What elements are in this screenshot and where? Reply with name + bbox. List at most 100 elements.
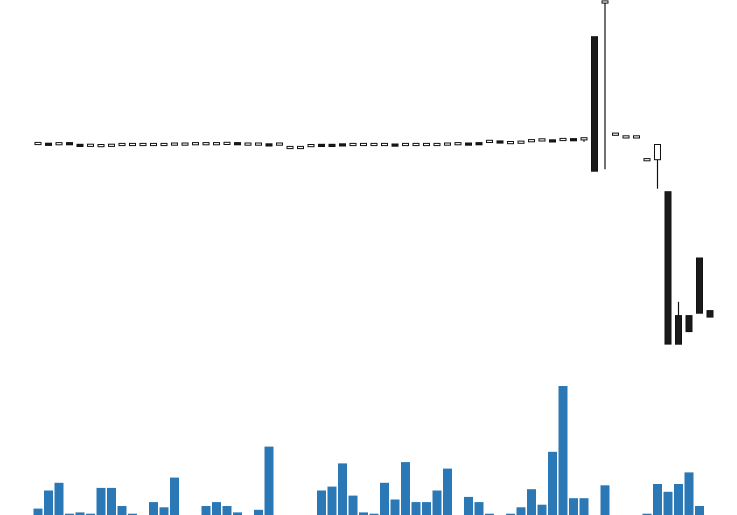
candle-body-up <box>370 142 378 147</box>
candle-body-down <box>66 142 73 146</box>
candle <box>171 142 178 146</box>
candle-body-up <box>160 142 168 147</box>
volume-bar <box>695 506 704 515</box>
candle-body-up <box>517 140 525 144</box>
candle <box>706 310 714 318</box>
candle <box>108 143 115 147</box>
candle-body-up <box>34 141 42 146</box>
volume-bar <box>432 490 442 515</box>
candle <box>475 142 483 146</box>
candle <box>150 142 157 147</box>
volume-bar <box>159 507 169 515</box>
candle <box>223 141 231 146</box>
candle-body-down <box>234 142 241 146</box>
candle <box>265 143 273 147</box>
candle <box>412 142 420 147</box>
candle-body-down <box>496 140 504 144</box>
candle-body-up <box>444 142 451 146</box>
volume-bar <box>506 513 515 515</box>
volume-bar <box>527 489 536 515</box>
candle <box>675 301 682 345</box>
candle-body-down <box>675 315 682 345</box>
volume-bar <box>233 512 242 515</box>
candle-body-up <box>213 142 220 146</box>
volume-bar <box>54 482 64 515</box>
candle <box>444 142 451 146</box>
candle-body-up <box>97 144 105 148</box>
candle-body-up <box>381 142 388 147</box>
candle-body-up <box>507 141 514 145</box>
candle-body-down <box>591 36 598 172</box>
volume-bar <box>327 486 337 515</box>
volume-bar <box>443 468 452 515</box>
candle <box>654 144 661 189</box>
candle <box>685 315 693 333</box>
candle <box>423 142 430 147</box>
candle-body-up <box>538 138 546 142</box>
candle <box>255 142 262 146</box>
candle-body-up <box>181 142 189 146</box>
candle <box>307 144 315 148</box>
volume-bar <box>44 490 53 515</box>
candle <box>181 142 189 146</box>
volume-bar <box>369 513 379 515</box>
candle <box>559 137 567 142</box>
candle <box>591 36 598 172</box>
candle-body-up <box>118 142 126 147</box>
volume-bar <box>579 498 589 515</box>
candle <box>55 142 63 146</box>
candle <box>433 142 441 147</box>
candle <box>234 142 241 146</box>
volume-bar <box>411 502 421 515</box>
volume-bar <box>653 484 662 515</box>
candle-body-down <box>706 310 714 318</box>
candle-body-up <box>276 142 283 146</box>
volume-bar <box>674 484 683 515</box>
volume-bar <box>537 504 547 515</box>
candle <box>192 142 199 146</box>
volume-bar <box>317 490 326 515</box>
candle <box>276 142 283 146</box>
candle <box>454 142 462 146</box>
volume-bar <box>348 495 358 515</box>
candle-body-up <box>255 142 262 146</box>
candle <box>381 142 388 147</box>
candle-body-down <box>265 143 273 147</box>
volume-bar <box>222 506 232 515</box>
volume-bar <box>600 485 610 515</box>
candle <box>97 144 105 148</box>
candle-body-down <box>76 143 84 148</box>
candles <box>34 0 714 345</box>
volume-bar <box>254 509 263 515</box>
candle <box>370 142 378 147</box>
candle-body-down <box>328 143 336 148</box>
candle <box>496 140 504 144</box>
candle <box>118 142 126 147</box>
candle-body-up <box>223 141 231 146</box>
candle-body-up <box>244 142 252 146</box>
candle-body-up <box>528 139 535 143</box>
volume-bars <box>33 386 704 515</box>
candle-body-down <box>391 143 399 147</box>
volume-bar <box>548 451 557 515</box>
candle <box>570 138 577 142</box>
candle-body-up <box>171 142 178 146</box>
volume-bar <box>338 463 347 515</box>
candle <box>349 142 357 147</box>
candle <box>244 142 252 146</box>
candle <box>360 142 367 147</box>
candle <box>328 143 336 148</box>
candle-body-up <box>349 142 357 147</box>
candle <box>339 143 346 147</box>
candle-body-up <box>654 144 661 161</box>
volume-bar <box>149 502 158 515</box>
candle-body-up <box>129 142 136 147</box>
candle-body-up <box>423 142 430 147</box>
candle <box>139 142 147 147</box>
candle <box>580 137 588 142</box>
candle <box>202 142 210 146</box>
candle-body-up <box>108 143 115 147</box>
candle <box>465 142 472 146</box>
candle <box>402 142 409 147</box>
